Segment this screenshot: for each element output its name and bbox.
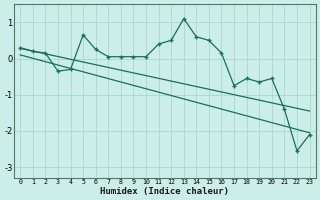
X-axis label: Humidex (Indice chaleur): Humidex (Indice chaleur): [100, 187, 229, 196]
